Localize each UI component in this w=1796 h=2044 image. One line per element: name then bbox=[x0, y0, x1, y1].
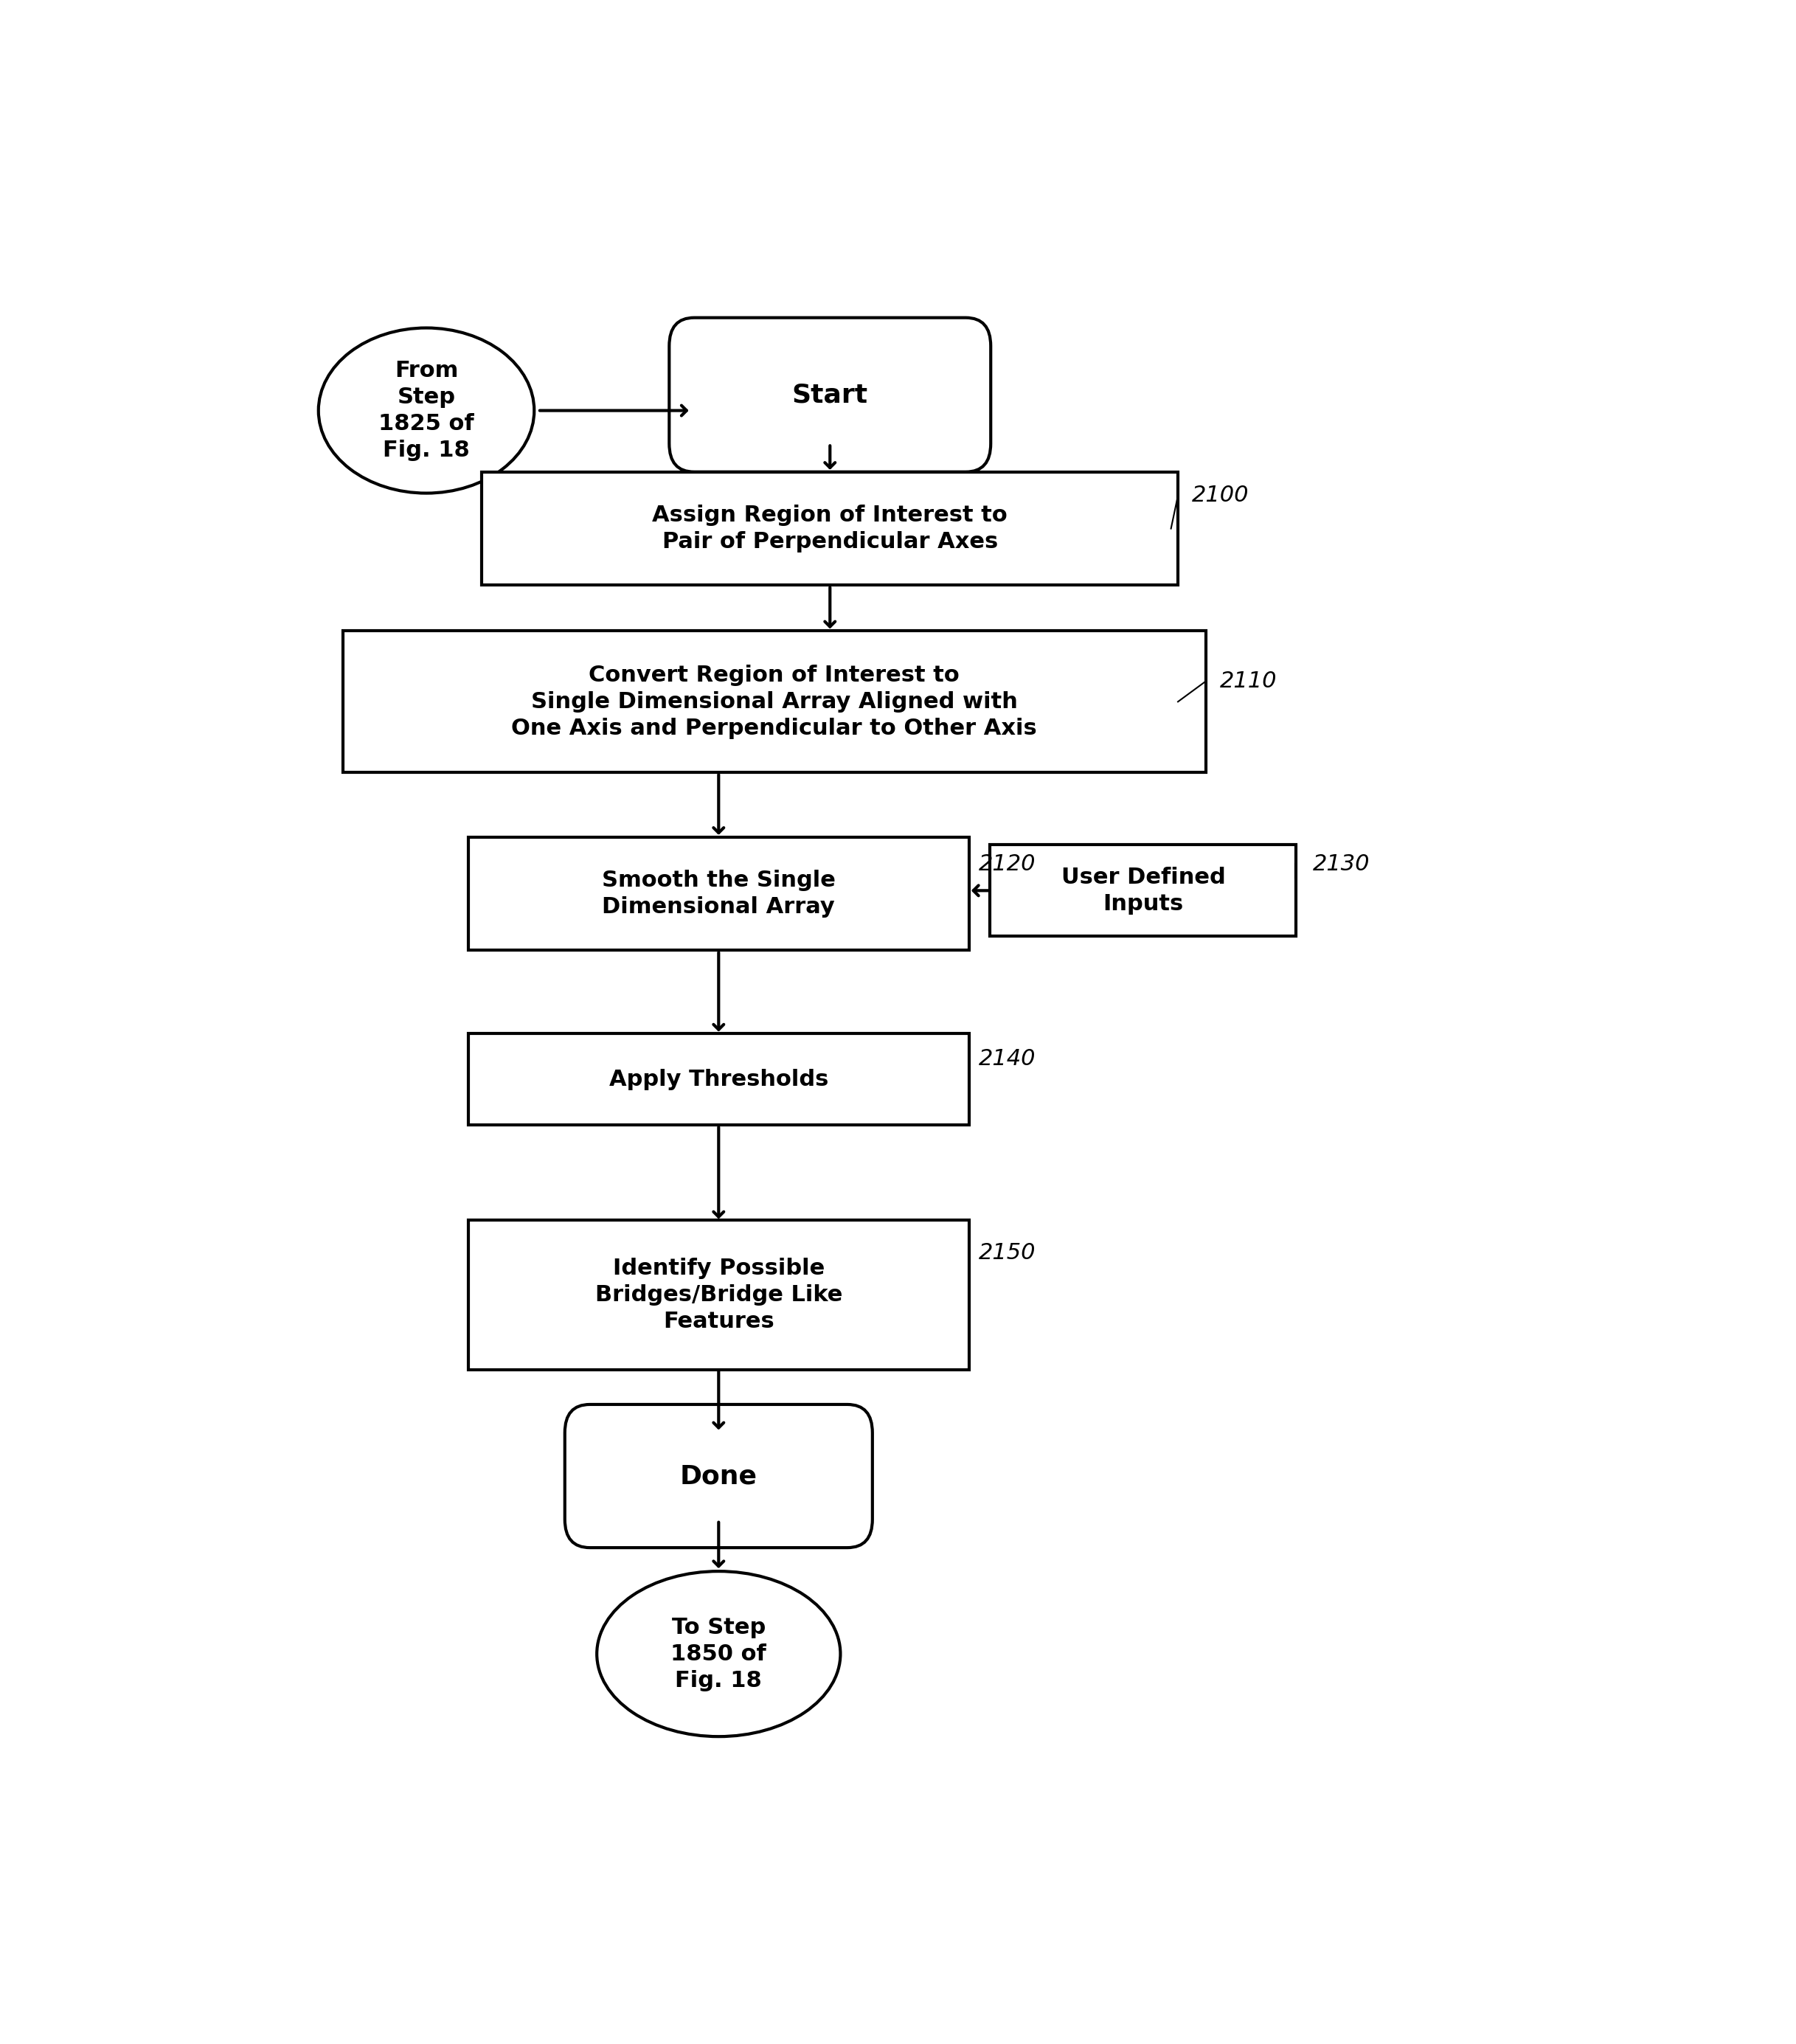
Text: 2140: 2140 bbox=[979, 1049, 1036, 1069]
Ellipse shape bbox=[318, 327, 533, 493]
FancyBboxPatch shape bbox=[670, 317, 991, 472]
Text: 2110: 2110 bbox=[1219, 670, 1277, 693]
Text: Assign Region of Interest to
Pair of Perpendicular Axes: Assign Region of Interest to Pair of Per… bbox=[652, 505, 1008, 552]
Text: Apply Thresholds: Apply Thresholds bbox=[609, 1069, 828, 1089]
Bar bbox=[990, 844, 1297, 936]
Text: Smooth the Single
Dimensional Array: Smooth the Single Dimensional Array bbox=[602, 871, 835, 918]
Bar bbox=[343, 632, 1205, 773]
Text: 2120: 2120 bbox=[979, 852, 1036, 875]
Text: Start: Start bbox=[792, 382, 867, 407]
Bar bbox=[469, 838, 970, 950]
Text: User Defined
Inputs: User Defined Inputs bbox=[1061, 867, 1225, 914]
Bar bbox=[481, 472, 1178, 585]
Bar bbox=[469, 1034, 970, 1124]
Text: To Step
1850 of
Fig. 18: To Step 1850 of Fig. 18 bbox=[670, 1617, 767, 1690]
Bar bbox=[469, 1220, 970, 1369]
Text: 2150: 2150 bbox=[979, 1243, 1036, 1263]
FancyBboxPatch shape bbox=[564, 1404, 873, 1547]
Text: 2100: 2100 bbox=[1193, 484, 1248, 507]
Text: From
Step
1825 of
Fig. 18: From Step 1825 of Fig. 18 bbox=[379, 360, 474, 462]
Text: 2130: 2130 bbox=[1313, 852, 1370, 875]
Text: Convert Region of Interest to
Single Dimensional Array Aligned with
One Axis and: Convert Region of Interest to Single Dim… bbox=[512, 664, 1036, 738]
Text: Done: Done bbox=[681, 1464, 758, 1488]
Ellipse shape bbox=[596, 1572, 841, 1737]
Text: Identify Possible
Bridges/Bridge Like
Features: Identify Possible Bridges/Bridge Like Fe… bbox=[594, 1257, 842, 1333]
